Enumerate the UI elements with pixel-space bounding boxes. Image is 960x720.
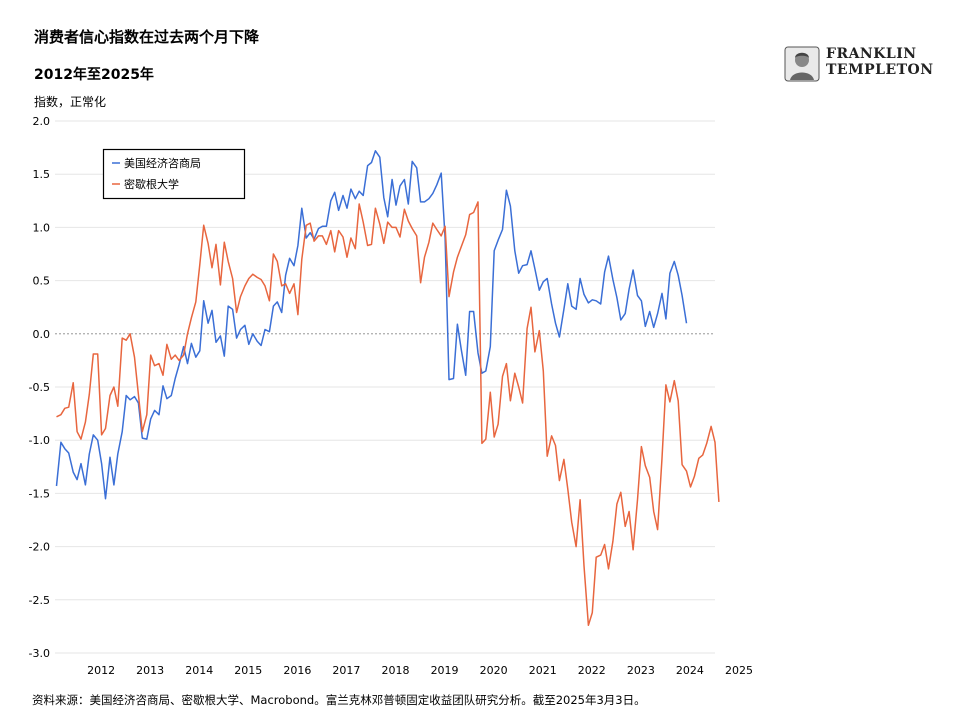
series-line-conference-board (55, 150, 688, 500)
x-tick-label: 2014 (185, 664, 213, 677)
portrait-medallion-icon (784, 46, 820, 82)
y-tick-label: -2.0 (29, 541, 50, 554)
x-tick-label: 2013 (136, 664, 164, 677)
chart-subtitle: 2012年至2025年 (34, 67, 154, 83)
legend: 美国经济咨商局 密歇根大学 (102, 148, 246, 200)
logo-line-1: FRANKLIN (826, 46, 917, 62)
y-tick-label: 1.5 (33, 168, 51, 181)
x-tick-label: 2022 (578, 664, 606, 677)
y-tick-label: -0.5 (29, 381, 50, 394)
legend-label-conference-board: 美国经济咨商局 (124, 156, 201, 170)
y-tick-label: 1.0 (33, 221, 51, 234)
x-tick-label: 2020 (480, 664, 508, 677)
logo-line-2: TEMPLETON (826, 62, 934, 78)
legend-box (102, 148, 246, 200)
x-tick-labels: 2012 2013 2014 2015 2016 2017 2018 2019 2020 2021… (87, 664, 753, 677)
x-tick-label: 2021 (529, 664, 557, 677)
x-tick-label: 2017 (332, 664, 360, 677)
y-axis-unit-label: 指数，正常化 (34, 95, 107, 109)
y-tick-label: 0.0 (33, 328, 51, 341)
series-lines (55, 150, 720, 627)
x-tick-label: 2023 (627, 664, 655, 677)
x-tick-label: 2024 (676, 664, 704, 677)
franklin-templeton-logo: FRANKLIN TEMPLETON (784, 44, 934, 84)
x-tick-label: 2025 (725, 664, 753, 677)
y-tick-label: -2.5 (29, 594, 50, 607)
series-line-michigan (56, 201, 720, 627)
x-tick-label: 2018 (382, 664, 410, 677)
x-tick-label: 2016 (283, 664, 311, 677)
gridlines (55, 120, 715, 654)
y-tick-label: -1.5 (29, 487, 50, 500)
x-tick-label: 2012 (87, 664, 115, 677)
x-tick-label: 2019 (431, 664, 459, 677)
y-tick-label: -1.0 (29, 434, 50, 447)
source-footnote: 资料来源：美国经济咨商局、密歇根大学、Macrobond。富兰克林邓普顿固定收益… (32, 693, 646, 707)
y-tick-labels: 2.0 1.5 1.0 0.5 0.0 -0.5 -1.0 -1.5 -2.0 -2.5 -3.0 (29, 115, 50, 660)
y-tick-label: -3.0 (29, 647, 50, 660)
y-tick-label: 0.5 (33, 275, 51, 288)
y-tick-label: 2.0 (33, 115, 51, 128)
legend-label-michigan: 密歇根大学 (124, 177, 179, 191)
chart-title: 消费者信心指数在过去两个月下降 (34, 28, 260, 46)
x-tick-label: 2015 (234, 664, 262, 677)
